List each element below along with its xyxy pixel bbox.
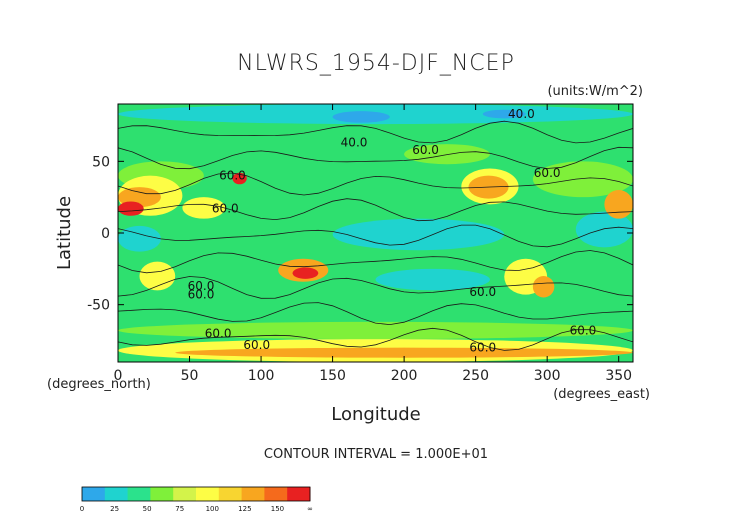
colorbar-frame [81,486,311,502]
field-region-mid [532,161,633,198]
colorbar-swatch [173,487,197,501]
field-region-mid [118,321,633,340]
contour-label: 60.0 [570,323,597,337]
y-axis-label: Latitude [54,196,75,270]
field-region-low [332,218,505,251]
x-unit-label: (degrees_east) [553,387,650,402]
colorbar-swatch [218,487,243,501]
contour-line [118,276,633,299]
field-region-low [575,211,633,248]
contour-label: 60.0 [469,285,496,299]
y-tick-label: 50 [92,154,110,170]
colorbar-swatch [241,487,265,501]
colorbar-label: 125 [238,505,251,513]
field-region-lower [482,109,526,119]
contour-line [118,327,633,351]
field-region-high [139,261,176,291]
field-region-mid [404,144,490,165]
colorbar-swatch [104,487,129,501]
field-region-low [118,225,161,252]
contour-line [118,146,633,170]
field-region-low [375,268,490,291]
chart-title: NLWRS_1954-DJF_NCEP [237,51,515,76]
contour-line [118,302,633,326]
contour-label: 60.0 [412,143,439,157]
y-axis: 50 0 -50 [87,154,633,314]
contour-label: 60.0 [212,202,239,216]
x-tick-label: 100 [248,368,275,384]
x-tick-label: 200 [391,368,418,384]
x-tick-label: 300 [534,368,561,384]
contour-label: 60.0 [243,338,270,352]
x-tick-label: 0 [114,368,123,384]
field-region-highest [292,267,319,279]
contour-label: 60.0 [188,288,215,302]
contour-line [118,250,633,274]
colorbar-swatch [287,487,311,501]
contour-interval-text: CONTOUR INTERVAL = 1.000E+01 [264,447,488,462]
colorbar-swatch [196,487,220,501]
colorbar-swatch [127,487,151,501]
plot-area [118,104,633,362]
field-region-higher [532,276,555,298]
x-axis: 0 50 100 150 200 250 300 350 [114,104,632,384]
contour-line [118,172,633,196]
colorbar-swatch [150,487,174,501]
colorbar-label: 150 [271,505,284,513]
field-region-higher [604,190,633,219]
colorbar-label: 25 [110,505,119,513]
colorbar-label: 50 [143,505,152,513]
field-region-highest [118,201,144,216]
contour-label: 60.0 [534,166,561,180]
colorbar-swatch [264,487,288,501]
contour-label: 60.0 [205,326,232,340]
y-unit-label: (degrees_north) [47,377,151,392]
contour-label: 60.0 [188,279,215,293]
y-tick-label: 0 [101,226,110,242]
contour-line [118,120,633,144]
contour-labels: 40.040.060.060.060.060.060.060.0 60.060.0… [188,107,597,355]
contour-label: 40.0 [341,136,368,150]
colorbar: 0 25 50 75 100 125 150 ∞ [80,486,313,513]
units-label: (units:W/m^2) [547,84,643,99]
field-region-higher [175,347,633,358]
colorbar-label: 100 [206,505,219,513]
contour-line [118,224,633,248]
contour-label: 40.0 [508,107,535,121]
x-tick-label: 150 [319,368,346,384]
x-tick-label: 350 [605,368,632,384]
x-axis-label: Longitude [331,404,421,425]
field-region-highest [232,172,247,185]
contour-label: 60.0 [469,341,496,355]
contour-line [118,198,633,222]
field-region-lower [332,111,390,123]
colorbar-label: ∞ [307,505,313,513]
x-tick-label: 250 [462,368,489,384]
colorbar-label: 75 [175,505,184,513]
x-tick-label: 50 [181,368,199,384]
contour-label: 60.0 [219,169,246,183]
field-region-high [182,197,226,219]
colorbar-swatch [82,487,106,501]
y-tick-label: -50 [87,298,110,314]
colorbar-label: 0 [80,505,84,513]
